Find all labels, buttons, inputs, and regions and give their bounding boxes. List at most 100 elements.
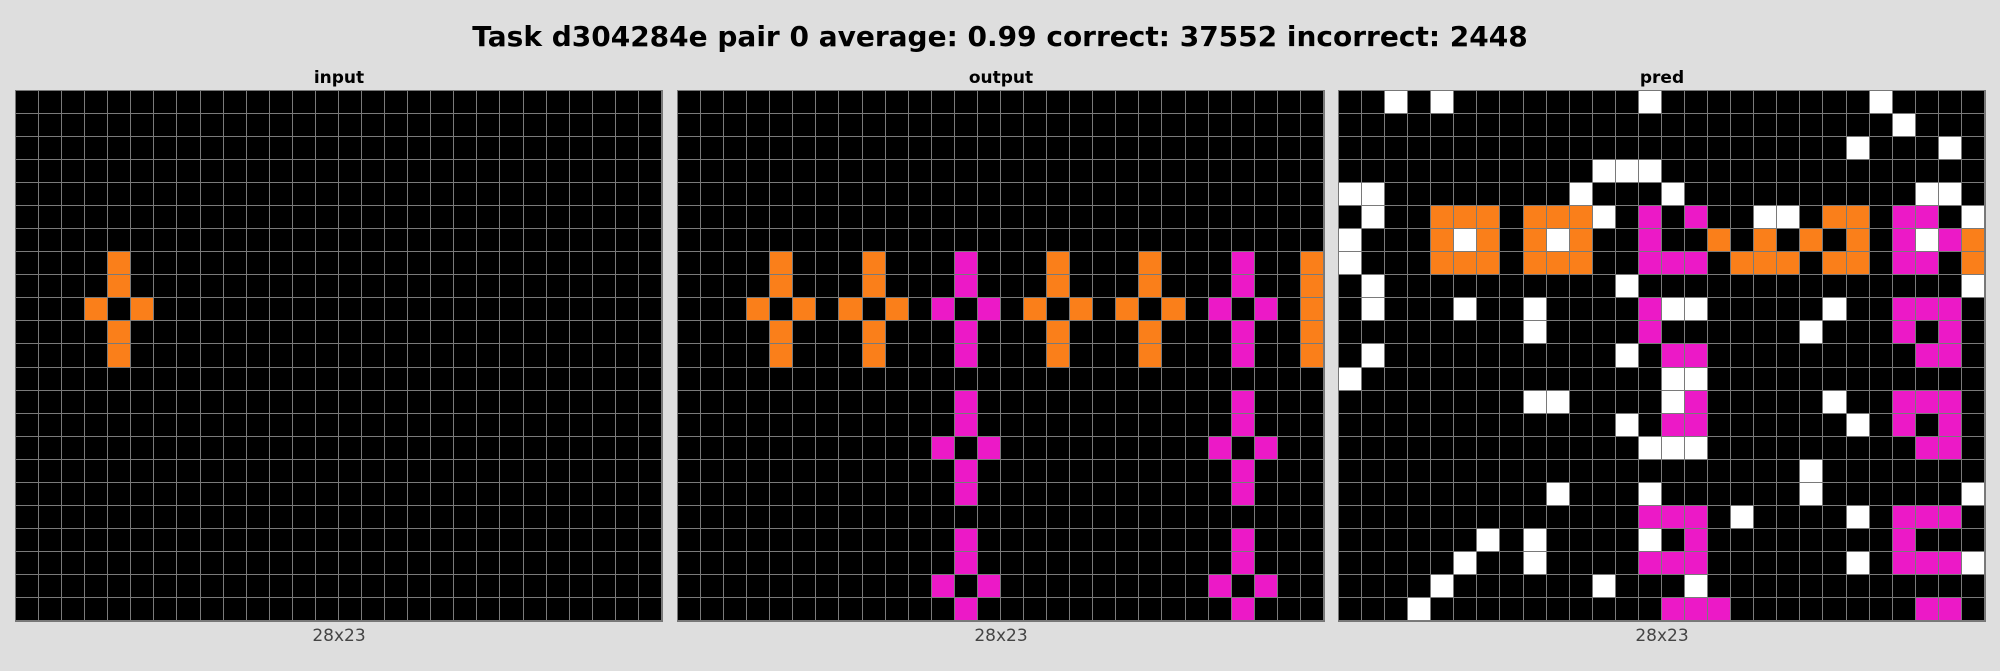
grid-cell <box>223 137 247 161</box>
grid-cell <box>1961 505 1985 529</box>
grid-cell <box>839 298 863 322</box>
grid-cell <box>1000 459 1025 483</box>
grid-cell <box>477 160 501 184</box>
grid-cell <box>615 298 639 322</box>
grid-cell <box>1961 436 1985 460</box>
grid-cell <box>1777 528 1801 552</box>
grid-cell <box>1915 114 1939 138</box>
grid-cell <box>908 321 932 345</box>
grid-cell <box>1800 597 1824 621</box>
grid-cell <box>908 551 932 575</box>
grid-cell <box>1116 321 1140 345</box>
grid-cell <box>816 114 840 138</box>
grid-cell <box>1208 597 1232 621</box>
grid-cell <box>385 574 409 598</box>
grid-cell <box>1300 413 1324 437</box>
grid-cell <box>816 252 840 276</box>
grid-cell <box>246 298 270 322</box>
grid-cell <box>770 114 794 138</box>
grid-cell <box>1869 321 1893 345</box>
grid-cell <box>1569 344 1593 368</box>
grid-cell <box>223 413 247 437</box>
grid-cell <box>1162 482 1186 506</box>
grid-cell <box>177 413 201 437</box>
grid-cell <box>1800 390 1824 414</box>
grid-cell <box>1500 459 1524 483</box>
grid-cell <box>315 91 339 115</box>
grid-cell <box>1024 183 1048 207</box>
grid-cell <box>1047 528 1071 552</box>
grid-cell <box>338 390 363 414</box>
grid-cell <box>954 505 978 529</box>
grid-cell <box>546 183 570 207</box>
grid-cell <box>1569 298 1593 322</box>
grid-cell <box>1708 367 1732 391</box>
grid-cell <box>908 229 932 253</box>
grid-cell <box>16 183 40 207</box>
grid-cell <box>1300 505 1324 529</box>
grid-cell <box>1477 390 1501 414</box>
grid-cell <box>1408 298 1432 322</box>
grid-cell <box>885 183 909 207</box>
grid-cell <box>724 252 748 276</box>
grid-cell <box>1569 413 1593 437</box>
grid-cell <box>1339 91 1363 115</box>
grid-cell <box>1185 436 1209 460</box>
grid-cell <box>62 206 86 230</box>
grid-cell <box>315 482 339 506</box>
grid-cell <box>592 321 616 345</box>
grid-cell <box>431 551 455 575</box>
grid-cell <box>701 505 725 529</box>
grid-cell <box>385 528 409 552</box>
grid-cell <box>862 413 886 437</box>
grid-cell <box>1615 436 1639 460</box>
grid-cell <box>569 229 593 253</box>
grid-cell <box>862 91 886 115</box>
grid-cell <box>16 551 40 575</box>
grid-cell <box>678 183 702 207</box>
grid-cell <box>638 505 662 529</box>
grid-cell <box>1385 114 1409 138</box>
grid-cell <box>523 597 547 621</box>
grid-cell <box>1231 390 1255 414</box>
grid-cell <box>839 505 863 529</box>
grid-cell <box>931 206 955 230</box>
grid-cell <box>62 321 86 345</box>
grid-cell <box>1569 597 1593 621</box>
grid-cell <box>39 229 63 253</box>
grid-cell <box>1869 206 1893 230</box>
grid-cell <box>1661 413 1686 437</box>
grid-cell <box>1116 528 1140 552</box>
grid-cell <box>1024 137 1048 161</box>
grid-cell <box>1300 183 1324 207</box>
grid-cell <box>154 183 178 207</box>
grid-cell <box>1024 206 1048 230</box>
grid-cell <box>678 275 702 299</box>
grid-cell <box>793 505 817 529</box>
grid-cell <box>1846 275 1870 299</box>
grid-cell <box>931 344 955 368</box>
grid-cell <box>1139 482 1163 506</box>
grid-cell <box>1385 137 1409 161</box>
grid-cell <box>1162 91 1186 115</box>
grid-cell <box>977 505 1001 529</box>
grid-cell <box>1892 275 1916 299</box>
grid-cell <box>1000 413 1025 437</box>
grid-cell <box>1070 275 1094 299</box>
grid-cell <box>1523 528 1547 552</box>
grid-cell <box>908 482 932 506</box>
grid-cell <box>1546 551 1570 575</box>
grid-cell <box>1754 160 1778 184</box>
grid-cell <box>1523 137 1547 161</box>
grid-cell <box>1708 528 1732 552</box>
grid-cell <box>1523 114 1547 138</box>
grid-cell <box>1093 459 1117 483</box>
grid-cell <box>1185 574 1209 598</box>
grid-cell <box>454 160 478 184</box>
grid-cell <box>1523 597 1547 621</box>
grid-cell <box>246 390 270 414</box>
grid-cell <box>793 229 817 253</box>
grid-cell <box>701 183 725 207</box>
grid-cell <box>385 206 409 230</box>
grid-cell <box>154 160 178 184</box>
